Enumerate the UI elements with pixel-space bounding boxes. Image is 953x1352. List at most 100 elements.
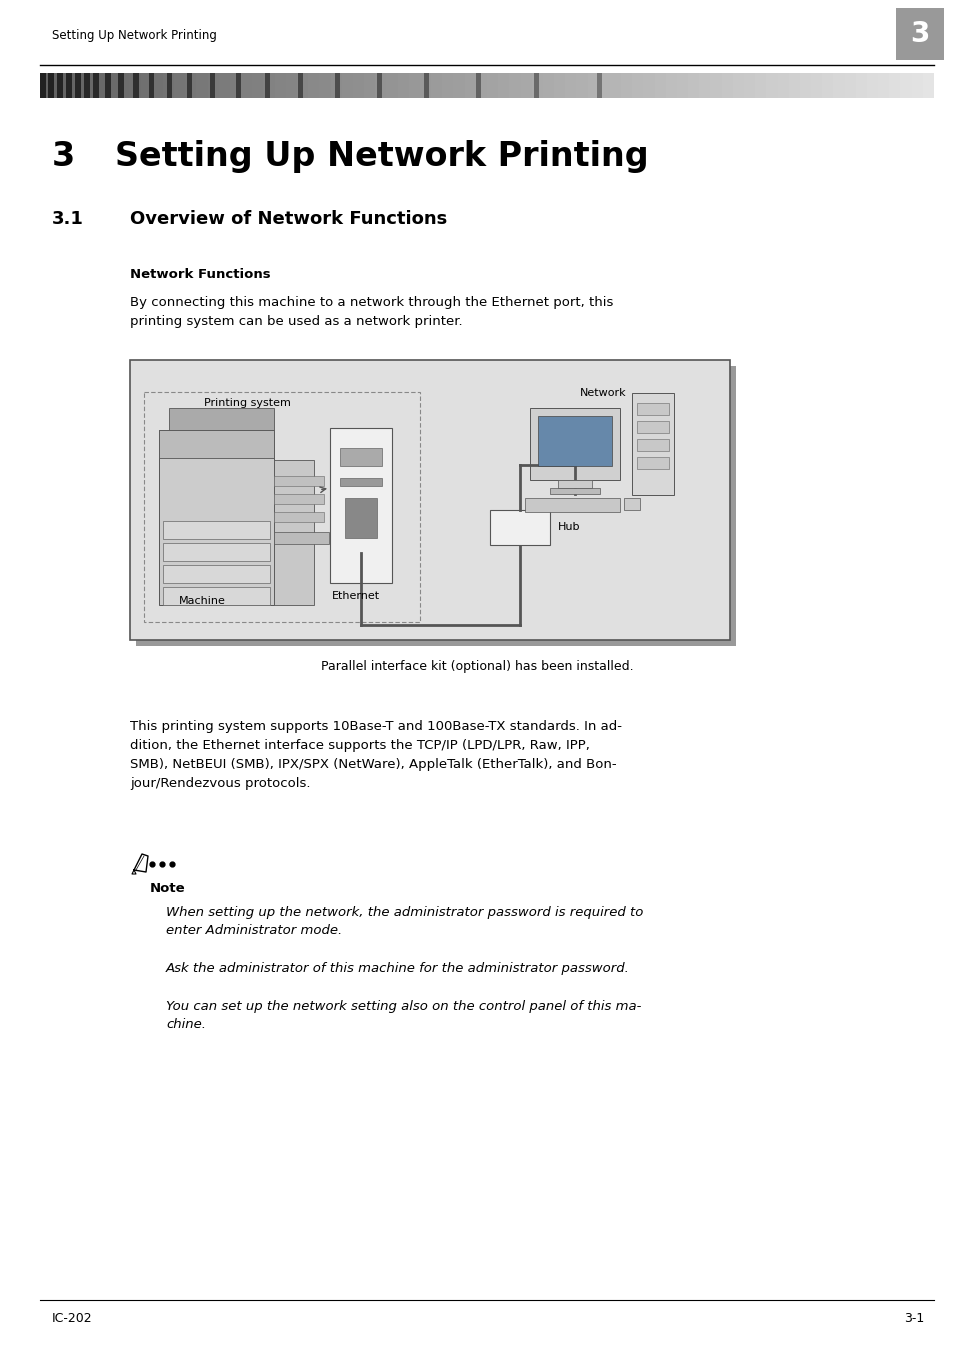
- Bar: [51, 73, 63, 97]
- Bar: [163, 544, 270, 561]
- Bar: [732, 73, 743, 97]
- Bar: [637, 403, 668, 415]
- Bar: [274, 73, 286, 97]
- Text: Ask the administrator of this machine for the administrator password.: Ask the administrator of this machine fo…: [166, 963, 629, 975]
- Bar: [40, 73, 51, 97]
- Bar: [132, 73, 138, 97]
- Bar: [821, 73, 833, 97]
- Bar: [210, 73, 215, 97]
- Bar: [345, 498, 376, 538]
- Bar: [397, 73, 409, 97]
- Bar: [895, 8, 943, 59]
- Bar: [296, 73, 309, 97]
- Bar: [235, 73, 241, 97]
- Bar: [173, 73, 186, 97]
- Bar: [95, 73, 108, 97]
- Bar: [597, 73, 601, 97]
- Bar: [130, 360, 729, 639]
- Bar: [442, 73, 454, 97]
- Bar: [169, 408, 274, 430]
- Bar: [163, 521, 270, 539]
- Bar: [476, 73, 487, 97]
- Bar: [187, 73, 193, 97]
- Bar: [542, 73, 554, 97]
- Bar: [230, 73, 241, 97]
- Bar: [252, 73, 264, 97]
- Bar: [520, 73, 532, 97]
- Bar: [509, 73, 520, 97]
- Bar: [637, 420, 668, 433]
- Text: When setting up the network, the administrator password is required to
enter Adm: When setting up the network, the adminis…: [166, 906, 642, 937]
- Bar: [218, 73, 231, 97]
- Bar: [866, 73, 878, 97]
- Bar: [855, 73, 866, 97]
- Bar: [185, 73, 196, 97]
- Bar: [196, 73, 208, 97]
- Bar: [687, 73, 700, 97]
- Text: Setting Up Network Printing: Setting Up Network Printing: [115, 141, 648, 173]
- Bar: [486, 73, 498, 97]
- Text: Note: Note: [150, 882, 186, 895]
- Bar: [167, 73, 172, 97]
- Bar: [75, 73, 81, 97]
- Bar: [319, 73, 331, 97]
- Bar: [364, 73, 375, 97]
- Bar: [637, 457, 668, 469]
- Bar: [453, 73, 465, 97]
- Bar: [48, 73, 54, 97]
- Bar: [637, 439, 668, 452]
- Bar: [330, 429, 392, 583]
- Bar: [159, 430, 274, 604]
- Bar: [92, 73, 98, 97]
- Bar: [843, 73, 856, 97]
- Text: Network Functions: Network Functions: [130, 268, 271, 281]
- Bar: [376, 73, 381, 97]
- Bar: [62, 73, 74, 97]
- Bar: [308, 73, 319, 97]
- Bar: [274, 493, 324, 504]
- Bar: [550, 488, 599, 493]
- Text: Setting Up Network Printing: Setting Up Network Printing: [52, 30, 216, 42]
- Bar: [57, 73, 63, 97]
- Bar: [431, 73, 442, 97]
- Bar: [163, 587, 270, 604]
- Bar: [274, 512, 324, 522]
- Bar: [888, 73, 900, 97]
- Bar: [85, 73, 96, 97]
- Text: 3: 3: [52, 141, 75, 173]
- Text: IC-202: IC-202: [52, 1311, 92, 1325]
- Text: You can set up the network setting also on the control panel of this ma-
chine.: You can set up the network setting also …: [166, 1000, 640, 1032]
- Bar: [598, 73, 610, 97]
- Text: Machine: Machine: [179, 596, 226, 606]
- Bar: [73, 73, 85, 97]
- Bar: [623, 498, 639, 510]
- Bar: [554, 73, 565, 97]
- Bar: [537, 416, 612, 466]
- Bar: [710, 73, 721, 97]
- Bar: [642, 73, 655, 97]
- Bar: [810, 73, 821, 97]
- Bar: [274, 476, 324, 485]
- Bar: [107, 73, 118, 97]
- Bar: [163, 73, 174, 97]
- Bar: [877, 73, 889, 97]
- Bar: [163, 565, 270, 583]
- Bar: [799, 73, 811, 97]
- Bar: [341, 73, 353, 97]
- Bar: [118, 73, 124, 97]
- Bar: [208, 73, 219, 97]
- Bar: [140, 73, 152, 97]
- Bar: [609, 73, 621, 97]
- Bar: [497, 73, 509, 97]
- Bar: [130, 73, 141, 97]
- Bar: [524, 498, 619, 512]
- Text: Network: Network: [579, 388, 626, 397]
- Bar: [241, 73, 253, 97]
- Bar: [665, 73, 677, 97]
- Bar: [911, 73, 923, 97]
- Bar: [833, 73, 844, 97]
- Text: Hub: Hub: [558, 522, 579, 531]
- Text: 3-1: 3-1: [902, 1311, 923, 1325]
- Bar: [286, 73, 297, 97]
- Bar: [755, 73, 766, 97]
